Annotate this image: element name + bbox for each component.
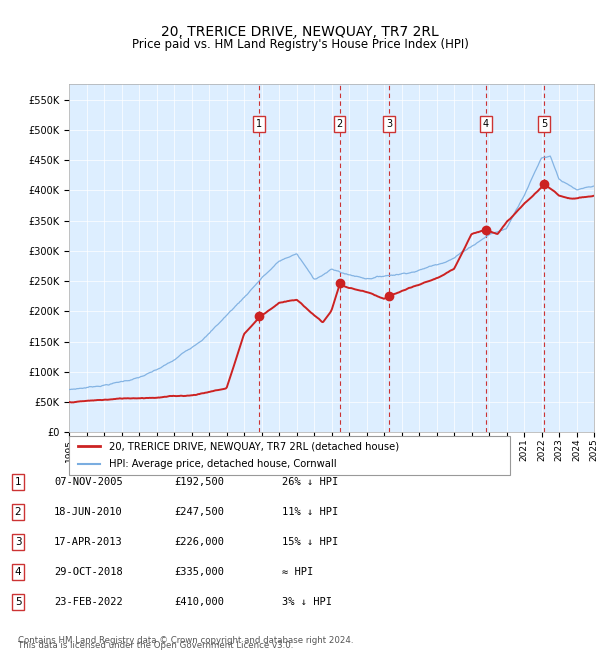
Text: 29-OCT-2018: 29-OCT-2018 (54, 567, 123, 577)
Text: 17-APR-2013: 17-APR-2013 (54, 537, 123, 547)
Text: £226,000: £226,000 (174, 537, 224, 547)
Text: 3% ↓ HPI: 3% ↓ HPI (282, 597, 332, 607)
Text: 20, TRERICE DRIVE, NEWQUAY, TR7 2RL: 20, TRERICE DRIVE, NEWQUAY, TR7 2RL (161, 25, 439, 39)
Text: 26% ↓ HPI: 26% ↓ HPI (282, 477, 338, 488)
Text: £335,000: £335,000 (174, 567, 224, 577)
Text: £192,500: £192,500 (174, 477, 224, 488)
Text: 2: 2 (14, 507, 22, 517)
Text: 4: 4 (483, 119, 489, 129)
Text: 11% ↓ HPI: 11% ↓ HPI (282, 507, 338, 517)
Text: £410,000: £410,000 (174, 597, 224, 607)
Text: 5: 5 (14, 597, 22, 607)
Text: Price paid vs. HM Land Registry's House Price Index (HPI): Price paid vs. HM Land Registry's House … (131, 38, 469, 51)
Text: 5: 5 (541, 119, 547, 129)
Text: 20, TRERICE DRIVE, NEWQUAY, TR7 2RL (detached house): 20, TRERICE DRIVE, NEWQUAY, TR7 2RL (det… (109, 441, 399, 451)
Text: ≈ HPI: ≈ HPI (282, 567, 313, 577)
Text: 4: 4 (14, 567, 22, 577)
Text: 18-JUN-2010: 18-JUN-2010 (54, 507, 123, 517)
Text: This data is licensed under the Open Government Licence v3.0.: This data is licensed under the Open Gov… (18, 641, 293, 650)
Text: 23-FEB-2022: 23-FEB-2022 (54, 597, 123, 607)
FancyBboxPatch shape (69, 436, 510, 474)
Text: £247,500: £247,500 (174, 507, 224, 517)
Text: 3: 3 (14, 537, 22, 547)
Text: 2: 2 (337, 119, 343, 129)
Text: HPI: Average price, detached house, Cornwall: HPI: Average price, detached house, Corn… (109, 459, 337, 469)
Text: 3: 3 (386, 119, 392, 129)
Text: 1: 1 (256, 119, 262, 129)
Text: 15% ↓ HPI: 15% ↓ HPI (282, 537, 338, 547)
Text: 1: 1 (14, 477, 22, 488)
Text: Contains HM Land Registry data © Crown copyright and database right 2024.: Contains HM Land Registry data © Crown c… (18, 636, 353, 645)
Text: 07-NOV-2005: 07-NOV-2005 (54, 477, 123, 488)
